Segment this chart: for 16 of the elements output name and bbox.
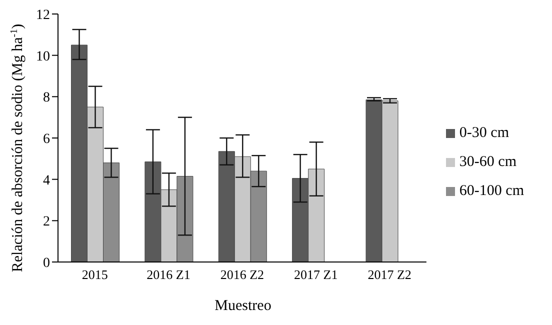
x-tick-label: 2016 Z1	[146, 267, 190, 282]
y-tick-label: 6	[43, 132, 50, 147]
x-axis-title: Muestreo	[214, 298, 272, 314]
y-tick-label: 4	[43, 173, 50, 188]
x-tick-label: 2016 Z2	[220, 267, 264, 282]
y-tick-label: 12	[36, 8, 50, 23]
legend-label: 30-60 cm	[459, 154, 516, 170]
legend-label: 60-100 cm	[459, 183, 524, 199]
x-tick-label: 2017 Z1	[294, 267, 338, 282]
legend-label: 0-30 cm	[459, 125, 509, 141]
y-tick-label: 8	[43, 90, 50, 106]
x-tick-label: 2015	[82, 267, 108, 282]
y-tick-label: 0	[43, 256, 50, 271]
x-tick-label: 2017 Z2	[368, 267, 412, 282]
y-tick-label: 10	[36, 49, 50, 64]
y-tick-label: 2	[43, 214, 50, 230]
